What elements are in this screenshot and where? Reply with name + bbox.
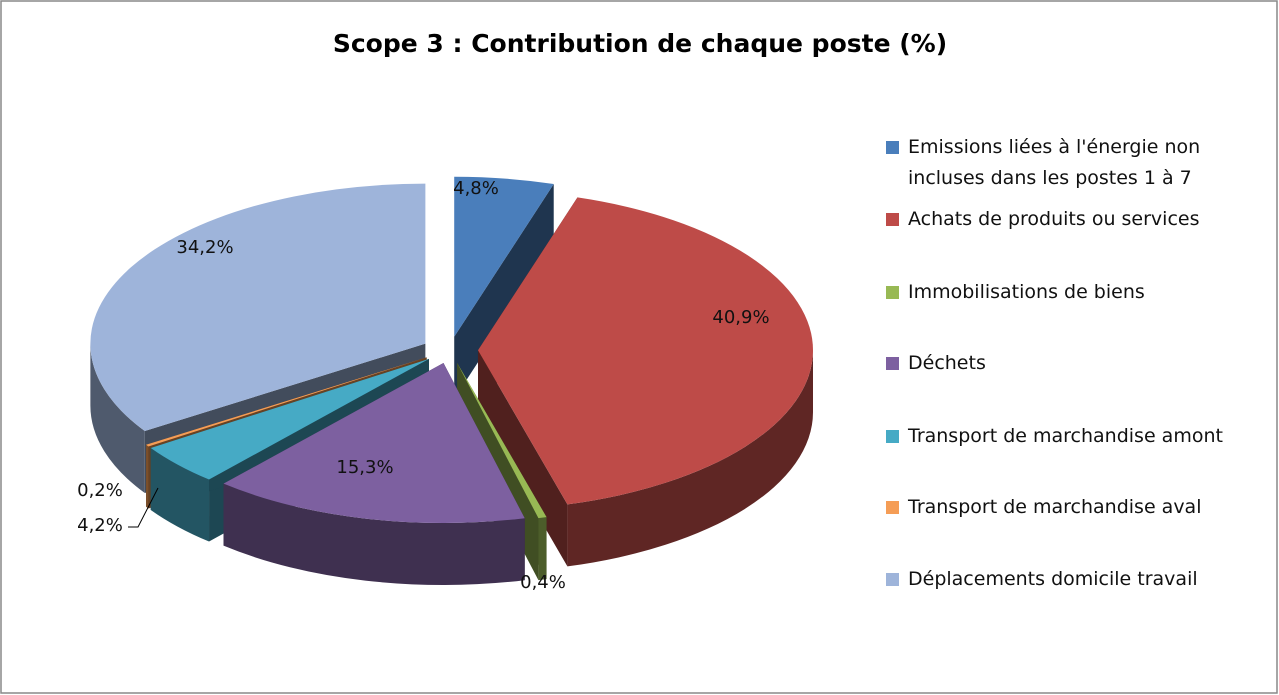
legend-swatch xyxy=(886,357,899,370)
legend-label: Déplacements domicile travail xyxy=(908,568,1198,590)
legend-swatch xyxy=(886,430,899,443)
slice-side xyxy=(477,350,568,567)
pie-slice xyxy=(150,358,429,480)
legend-label: Transport de marchandise aval xyxy=(908,496,1202,518)
pie-slice xyxy=(90,183,426,432)
slice-wall xyxy=(150,447,210,542)
legend-swatch xyxy=(886,573,899,586)
pie-slice xyxy=(146,357,427,447)
legend-label: Transport de marchandise amont xyxy=(908,425,1223,447)
slice-wall xyxy=(146,444,149,509)
legend-label: Immobilisations de biens xyxy=(908,281,1145,303)
legend-swatch xyxy=(886,213,899,226)
legend-swatch xyxy=(886,286,899,299)
legend-item: Transport de marchandise aval xyxy=(886,492,1243,523)
pie-slice xyxy=(457,362,547,519)
data-label: 0,4% xyxy=(520,572,566,593)
pie-slice xyxy=(223,363,525,524)
data-label: 34,2% xyxy=(176,237,233,258)
slice-wall xyxy=(90,343,145,494)
legend-label: Achats de produits ou services xyxy=(908,208,1200,230)
data-label: 4,8% xyxy=(453,178,499,199)
data-label: 0,2% xyxy=(77,480,123,501)
legend-swatch xyxy=(886,141,899,154)
pie-slice xyxy=(477,197,813,505)
legend-label: Déchets xyxy=(908,352,986,374)
legend-label: Emissions liées à l'énergie non incluses… xyxy=(908,136,1201,189)
pie-slice xyxy=(454,176,554,337)
slice-wall xyxy=(223,483,525,586)
legend-swatch xyxy=(886,501,899,514)
legend-item: Déchets xyxy=(886,348,1243,379)
leader-line xyxy=(128,487,159,528)
legend-item: Achats de produits ou services xyxy=(886,204,1243,235)
legend-item: Déplacements domicile travail xyxy=(886,564,1243,595)
legend-item: Immobilisations de biens xyxy=(886,277,1243,308)
slice-wall xyxy=(538,517,547,581)
chart-title: Scope 3 : Contribution de chaque poste (… xyxy=(333,29,947,58)
slice-wall xyxy=(567,350,813,567)
slice-side xyxy=(454,184,554,399)
legend-item: Emissions liées à l'énergie non incluses… xyxy=(886,132,1243,194)
data-label: 4,2% xyxy=(77,515,123,536)
data-label: 40,9% xyxy=(712,307,769,328)
legend-item: Transport de marchandise amont xyxy=(886,421,1243,452)
data-label: 15,3% xyxy=(336,457,393,478)
